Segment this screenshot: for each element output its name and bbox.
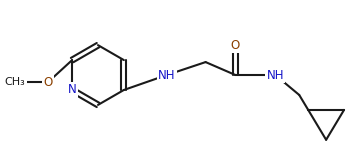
Text: O: O [231,39,240,52]
Text: O: O [43,76,53,88]
Text: CH₃: CH₃ [5,77,25,87]
Text: N: N [68,83,76,96]
Text: NH: NH [267,69,284,82]
Text: NH: NH [158,69,176,82]
